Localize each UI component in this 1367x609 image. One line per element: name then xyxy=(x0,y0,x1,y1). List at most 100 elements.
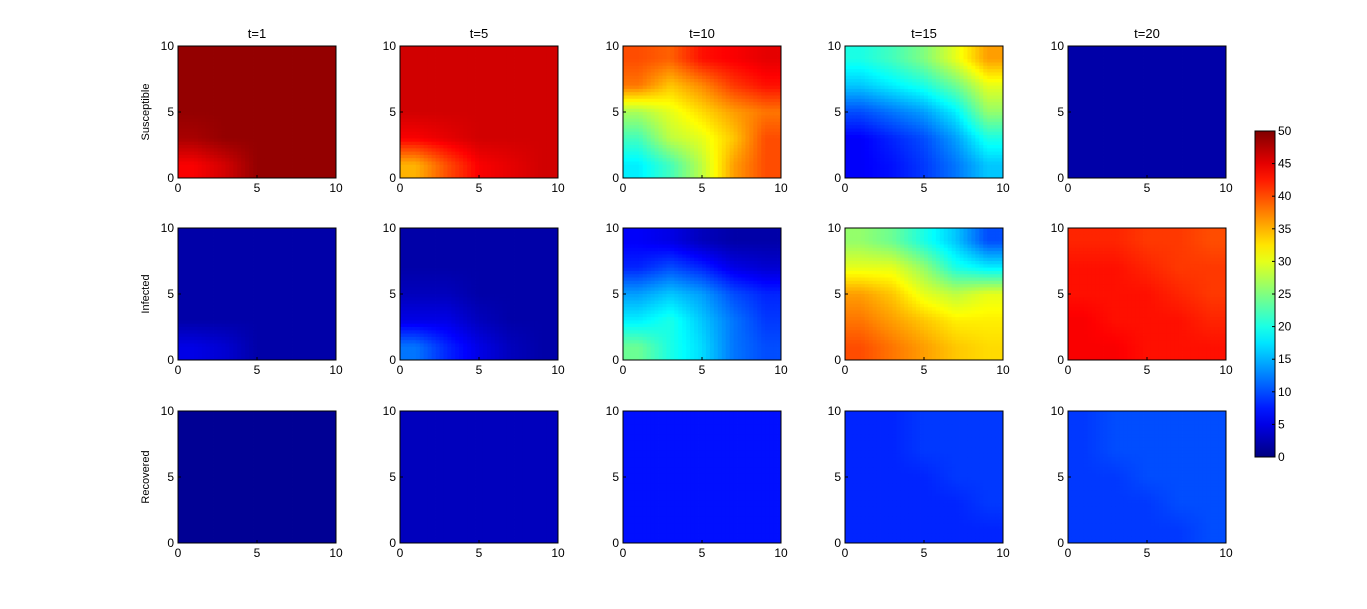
heatmap-cell xyxy=(463,158,467,162)
heatmap-cell xyxy=(511,96,515,100)
heatmap-cell xyxy=(530,89,534,93)
heatmap-cell xyxy=(761,69,765,73)
heatmap-cell xyxy=(742,99,746,103)
heatmap-cell xyxy=(463,112,467,116)
heatmap-cell xyxy=(845,53,849,57)
heatmap-cell xyxy=(698,129,702,133)
heatmap-cell xyxy=(491,63,495,67)
heatmap-cell xyxy=(663,145,667,149)
heatmap-cell xyxy=(261,168,265,172)
heatmap-cell xyxy=(182,89,186,93)
heatmap-cell xyxy=(627,46,631,50)
heatmap-cell xyxy=(277,142,281,146)
heatmap-cell xyxy=(627,129,631,133)
heatmap-cell xyxy=(726,105,730,109)
heatmap-cell xyxy=(320,132,324,136)
heatmap-cell xyxy=(428,59,432,63)
heatmap-cell xyxy=(241,122,245,126)
heatmap-cell xyxy=(896,69,900,73)
heatmap-cell xyxy=(221,46,225,50)
heatmap-cell xyxy=(730,152,734,156)
heatmap-cell xyxy=(206,59,210,63)
heatmap-cell xyxy=(511,46,515,50)
heatmap-cell xyxy=(269,171,273,175)
heatmap-cell xyxy=(265,86,269,90)
heatmap-cell xyxy=(546,112,550,116)
heatmap-cell xyxy=(749,165,753,169)
heatmap-cell xyxy=(757,148,761,152)
heatmap-cell xyxy=(749,99,753,103)
heatmap-cell xyxy=(507,132,511,136)
heatmap-cell xyxy=(221,86,225,90)
heatmap-cell xyxy=(904,46,908,50)
heatmap-cell xyxy=(447,119,451,123)
heatmap-cell xyxy=(773,66,777,70)
heatmap-cell xyxy=(440,155,444,159)
heatmap-cell xyxy=(726,129,730,133)
heatmap-cell xyxy=(896,49,900,53)
heatmap-cell xyxy=(225,79,229,83)
heatmap-cell xyxy=(273,99,277,103)
heatmap-cell xyxy=(265,56,269,60)
heatmap-cell xyxy=(285,76,289,80)
heatmap-cell xyxy=(734,158,738,162)
heatmap-cell xyxy=(198,46,202,50)
heatmap-cell xyxy=(511,66,515,70)
heatmap-cell xyxy=(297,86,301,90)
heatmap-cell xyxy=(690,165,694,169)
heatmap-cell xyxy=(428,115,432,119)
heatmap-cell xyxy=(221,59,225,63)
heatmap-cell xyxy=(522,155,526,159)
heatmap-cell xyxy=(412,162,416,166)
heatmap-cell xyxy=(522,96,526,100)
heatmap-cell xyxy=(519,63,523,67)
heatmap-cell xyxy=(745,142,749,146)
heatmap-cell xyxy=(530,46,534,50)
heatmap-cell xyxy=(194,72,198,76)
heatmap-cell xyxy=(542,132,546,136)
heatmap-cell xyxy=(627,162,631,166)
heatmap-cell xyxy=(467,76,471,80)
heatmap-cell xyxy=(666,89,670,93)
heatmap-cell xyxy=(273,76,277,80)
heatmap-cell xyxy=(214,132,218,136)
heatmap-cell xyxy=(908,46,912,50)
heatmap-cell xyxy=(869,53,873,57)
heatmap-cell xyxy=(643,72,647,76)
heatmap-cell xyxy=(726,162,730,166)
heatmap-cell xyxy=(904,63,908,67)
heatmap-cell xyxy=(447,53,451,57)
heatmap-cell xyxy=(221,99,225,103)
heatmap-cell xyxy=(261,171,265,175)
heatmap-cell xyxy=(424,168,428,172)
heatmap-cell xyxy=(659,96,663,100)
heatmap-cell xyxy=(316,63,320,67)
heatmap-cell xyxy=(635,66,639,70)
heatmap-cell xyxy=(550,46,554,50)
heatmap-cell xyxy=(773,92,777,96)
heatmap-cell xyxy=(745,82,749,86)
heatmap-cell xyxy=(487,168,491,172)
heatmap-cell xyxy=(416,66,420,70)
heatmap-cell xyxy=(269,102,273,106)
heatmap-cell xyxy=(530,138,534,142)
heatmap-cell xyxy=(320,122,324,126)
heatmap-cell xyxy=(194,142,198,146)
heatmap-cell xyxy=(221,53,225,57)
heatmap-cell xyxy=(225,99,229,103)
heatmap-cell xyxy=(534,148,538,152)
heatmap-cell xyxy=(308,72,312,76)
heatmap-cell xyxy=(682,66,686,70)
heatmap-cell xyxy=(186,148,190,152)
heatmap-cell xyxy=(734,89,738,93)
heatmap-cell xyxy=(285,79,289,83)
heatmap-cell xyxy=(519,89,523,93)
heatmap-cell xyxy=(190,168,194,172)
heatmap-cell xyxy=(738,69,742,73)
heatmap-cell xyxy=(289,119,293,123)
heatmap-cell xyxy=(647,66,651,70)
heatmap-cell xyxy=(237,105,241,109)
heatmap-cell xyxy=(773,135,777,139)
heatmap-cell xyxy=(218,132,222,136)
heatmap-cell xyxy=(639,92,643,96)
